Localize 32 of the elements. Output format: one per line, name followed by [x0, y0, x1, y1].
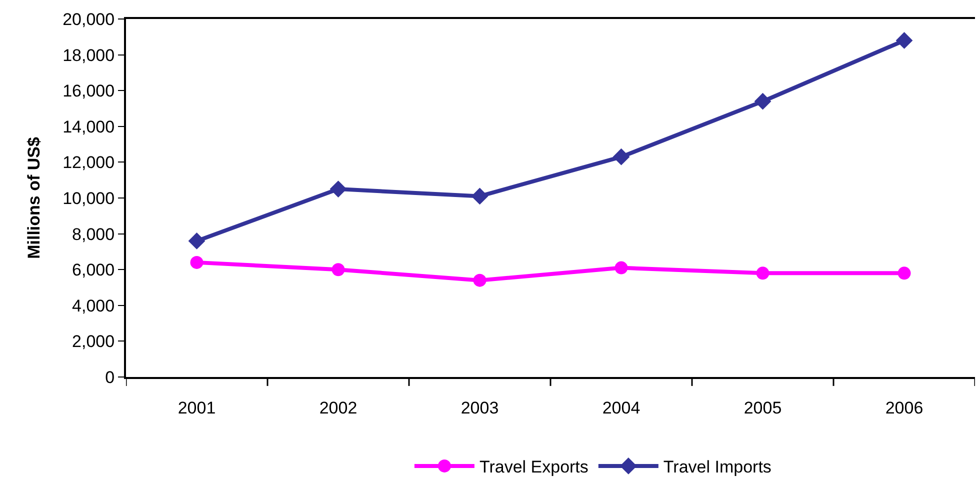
point	[188, 232, 206, 250]
point	[614, 261, 628, 274]
point	[332, 263, 345, 276]
legend-label: Travel Imports	[663, 458, 772, 477]
x-tick-label: 2001	[178, 398, 216, 418]
point	[612, 148, 630, 166]
point	[471, 188, 488, 205]
y-tick-label: 10,000	[62, 188, 115, 208]
y-tick-label: 6,000	[72, 260, 115, 280]
point	[898, 266, 911, 280]
point	[330, 180, 347, 198]
x-tick-label: 2005	[744, 398, 782, 418]
point	[756, 266, 770, 280]
y-tick-label: 20,000	[62, 10, 115, 29]
y-tick-label: 16,000	[62, 82, 115, 101]
y-tick-label: 4,000	[72, 296, 115, 316]
point	[754, 92, 772, 110]
point	[190, 256, 204, 269]
y-tick-label: 8,000	[72, 224, 115, 244]
y-tick-label: 0	[105, 368, 115, 387]
x-tick-label: 2002	[319, 398, 358, 418]
y-tick-label: 2,000	[72, 332, 115, 352]
point	[473, 274, 486, 287]
point	[896, 32, 913, 49]
x-tick-label: 2004	[602, 398, 640, 418]
y-tick-label: 12,000	[62, 153, 115, 172]
x-tick-label: 2003	[460, 398, 499, 418]
y-tick-label: 14,000	[62, 117, 115, 136]
y-axis-title: Millions of US$	[24, 136, 44, 259]
legend-label: Travel Exports	[479, 458, 588, 477]
x-tick-label: 2006	[885, 398, 924, 418]
y-tick-label: 18,000	[62, 46, 115, 65]
